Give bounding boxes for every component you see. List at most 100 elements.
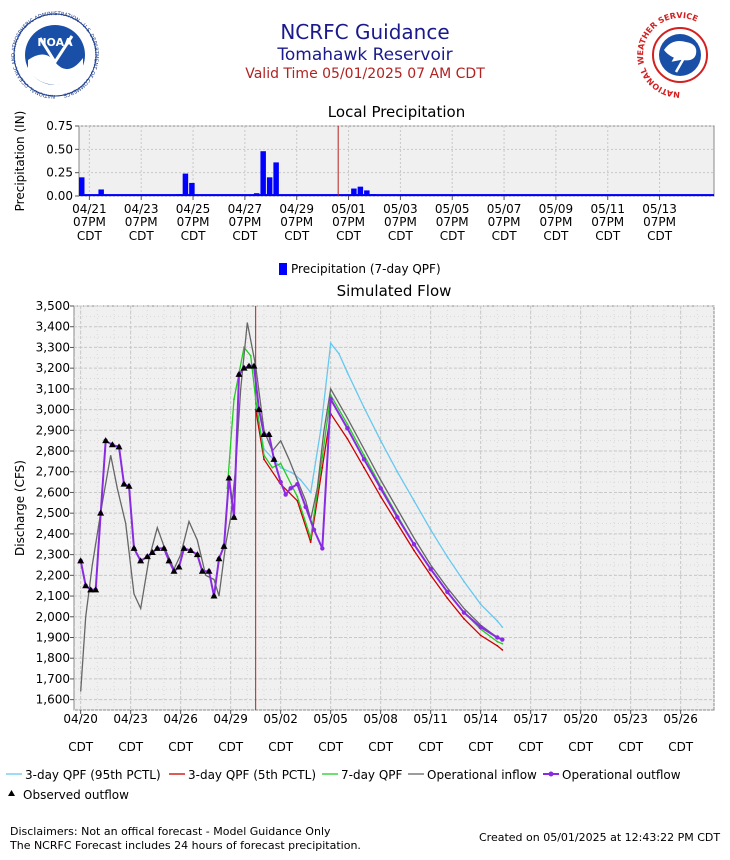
observed-outflow-point (125, 482, 133, 489)
observed-outflow-point (165, 557, 173, 564)
precip-x-tick-tz: CDT (284, 229, 310, 243)
flow-y-tick-label: 2,300 (36, 548, 70, 562)
outflow-point (328, 397, 333, 402)
observed-outflow-point (153, 544, 161, 551)
series-point-qpf7 (501, 642, 504, 645)
observed-outflow-point (255, 406, 263, 413)
series-point-qpf7 (321, 456, 324, 459)
flow-x-tick-tz: CDT (618, 740, 644, 754)
flow-x-tick-tz: CDT (118, 740, 144, 754)
flow-x-tick-date: 05/23 (613, 712, 648, 726)
series-point-qpf5 (363, 466, 365, 469)
precip-bar (364, 190, 370, 196)
flow-x-tick-tz: CDT (68, 740, 94, 754)
series-line-inflow (80, 322, 503, 692)
flow-x-tick-date: 04/29 (213, 712, 248, 726)
page-title: NCRFC Guidance (280, 20, 450, 44)
precip-x-tick-tz: CDT (77, 229, 103, 243)
observed-outflow-point (77, 557, 85, 564)
observed-outflow-point (120, 480, 128, 487)
flow-x-tick-tz: CDT (668, 740, 694, 754)
precip-bar (79, 177, 85, 196)
noaa-logo: NATIONAL OCEANIC AND ATMOSPHERIC ADMINIS… (11, 11, 99, 99)
observed-outflow-point (225, 474, 233, 481)
precip-x-tick-time: 07PM (539, 215, 572, 229)
precip-bar (357, 186, 364, 196)
series-point-qpf95 (501, 626, 504, 629)
precip-x-tick-date: 05/07 (487, 202, 522, 216)
outflow-point (500, 637, 505, 642)
series-point-qpf95 (479, 603, 482, 606)
precip-bar (98, 189, 104, 196)
series-point-qpf5 (429, 574, 432, 577)
outflow-point (311, 527, 317, 532)
legend-marker-outflow (548, 771, 554, 777)
outflow-point (478, 624, 483, 630)
precip-x-tick-date: 04/21 (72, 202, 107, 216)
flow-x-tick-date: 05/14 (463, 712, 498, 726)
flow-x-tick-tz: CDT (468, 740, 494, 754)
precip-x-tick-time: 07PM (488, 215, 521, 229)
flow-y-tick-label: 3,100 (36, 382, 70, 396)
flow-y-tick-label: 2,700 (36, 465, 70, 479)
series-point-qpf95 (446, 555, 449, 558)
precip-x-tick-time: 07PM (591, 215, 624, 229)
flow-y-tick-label: 1,700 (36, 672, 70, 686)
flow-x-tick-date: 05/08 (363, 712, 398, 726)
outflow-point (320, 546, 325, 551)
series-line-outflow (79, 365, 503, 641)
flow-y-tick-label: 3,300 (36, 340, 70, 354)
observed-outflow-point (270, 455, 278, 462)
flow-y-tick-label: 3,400 (36, 320, 70, 334)
observed-outflow-point (170, 567, 178, 574)
observed-outflow-point (230, 513, 238, 520)
outflow-point (283, 492, 288, 497)
flow-x-tick-date: 04/20 (63, 712, 98, 726)
flow-x-tick-tz: CDT (518, 740, 544, 754)
series-point-qpf95 (309, 491, 312, 494)
precip-x-tick-time: 07PM (73, 215, 106, 229)
precip-x-tick-tz: CDT (647, 229, 673, 243)
flow-x-tick-date: 05/11 (413, 712, 448, 726)
outflow-point (345, 426, 350, 431)
series-point-qpf5 (413, 549, 415, 552)
series-point-qpf5 (254, 408, 257, 411)
observed-outflow-point (250, 362, 258, 369)
valid-time: Valid Time 05/01/2025 07 AM CDT (245, 66, 485, 82)
observed-outflow-point (245, 362, 253, 369)
observed-outflow-point (193, 551, 201, 558)
precip-bar (176, 194, 182, 196)
precip-y-tick-label: 0.00 (46, 189, 73, 203)
observed-outflow-point (82, 582, 90, 589)
outflow-point (495, 635, 500, 640)
precip-x-tick-time: 07PM (332, 215, 365, 229)
observed-outflow-point (240, 364, 248, 371)
flow-x-tick-tz: CDT (418, 740, 444, 754)
flow-title: Simulated Flow (337, 282, 452, 300)
precip-x-tick-time: 07PM (177, 215, 210, 229)
series-point-qpf95 (338, 352, 340, 355)
site-name: Tomahawk Reservoir (277, 45, 453, 65)
series-point-qpf5 (309, 541, 312, 544)
flow-y-tick-label: 2,900 (36, 423, 70, 437)
flow-y-tick-label: 3,500 (36, 299, 70, 313)
flow-x-tick-date: 05/05 (313, 712, 348, 726)
observed-outflow-point (97, 509, 105, 516)
observed-outflow-point (115, 443, 123, 450)
flow-y-tick-label: 1,600 (36, 693, 70, 707)
flow-y-tick-label: 2,800 (36, 444, 70, 458)
series-point-qpf95 (346, 371, 349, 374)
precip-plot-area (78, 125, 715, 197)
outflow-point (428, 566, 433, 572)
created-timestamp: Created on 05/01/2025 at 12:43:22 PM CDT (479, 831, 721, 844)
precip-x-tick-tz: CDT (232, 229, 258, 243)
precip-x-tick-time: 07PM (436, 215, 469, 229)
series-point-qpf5 (346, 437, 349, 440)
observed-outflow-point (198, 567, 206, 574)
legend-swatch-observed (8, 790, 15, 796)
precip-x-tick-time: 07PM (125, 215, 158, 229)
precip-bar (182, 173, 189, 196)
flow-x-tick-date: 05/26 (663, 712, 698, 726)
series-point-qpf5 (321, 466, 324, 469)
observed-outflow-point (205, 567, 213, 574)
